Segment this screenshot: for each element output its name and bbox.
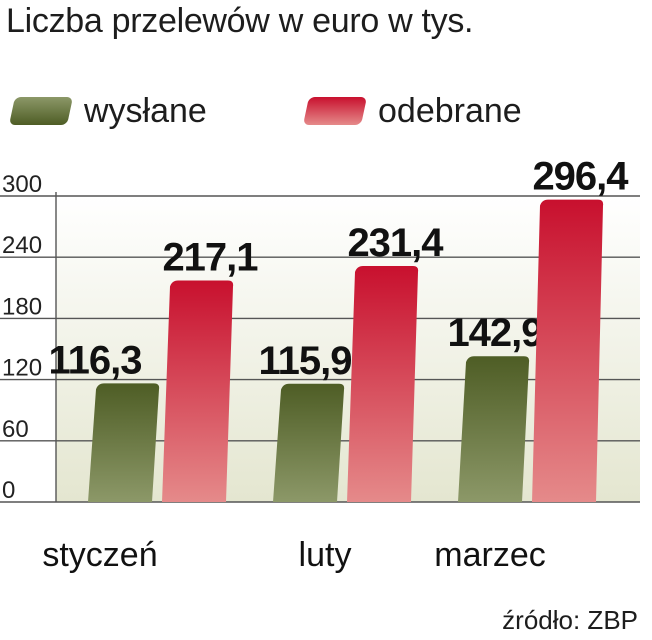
data-label-sent-2: 115,9 [259, 339, 352, 383]
legend-label-received: odebrane [378, 91, 522, 130]
x-category-label: styczeń [42, 536, 157, 574]
bar-sent-1 [88, 383, 160, 502]
source-note: źródło: ZBP [502, 605, 638, 635]
data-label-sent-1: 116,3 [49, 338, 142, 382]
bar-received-1 [162, 280, 234, 502]
y-tick-label: 180 [2, 293, 42, 320]
data-label-received-3: 296,4 [532, 155, 629, 199]
data-label-received-2: 231,4 [347, 221, 444, 265]
y-tick-label: 240 [2, 232, 42, 259]
y-tick-label: 120 [2, 355, 42, 382]
bar-sent-3 [458, 356, 530, 502]
bar-received-2 [347, 265, 419, 502]
chart-title: Liczba przelewów w euro w tys. [6, 2, 474, 40]
legend-label-sent: wysłane [84, 91, 207, 130]
x-category-label: luty [299, 536, 352, 574]
y-tick-label: 0 [2, 477, 15, 504]
bar-sent-2 [273, 383, 345, 502]
x-category-label: marzec [434, 536, 545, 574]
data-label-received-1: 217,1 [162, 236, 258, 280]
bar-received-3 [532, 199, 604, 502]
legend-item-received: odebrane [303, 86, 522, 136]
legend-item-sent: wysłane [9, 86, 207, 136]
y-tick-label: 60 [2, 416, 29, 443]
y-tick-label: 300 [2, 171, 42, 198]
legend: wysłane odebrane [0, 86, 652, 136]
data-label-sent-3: 142,9 [447, 311, 542, 355]
